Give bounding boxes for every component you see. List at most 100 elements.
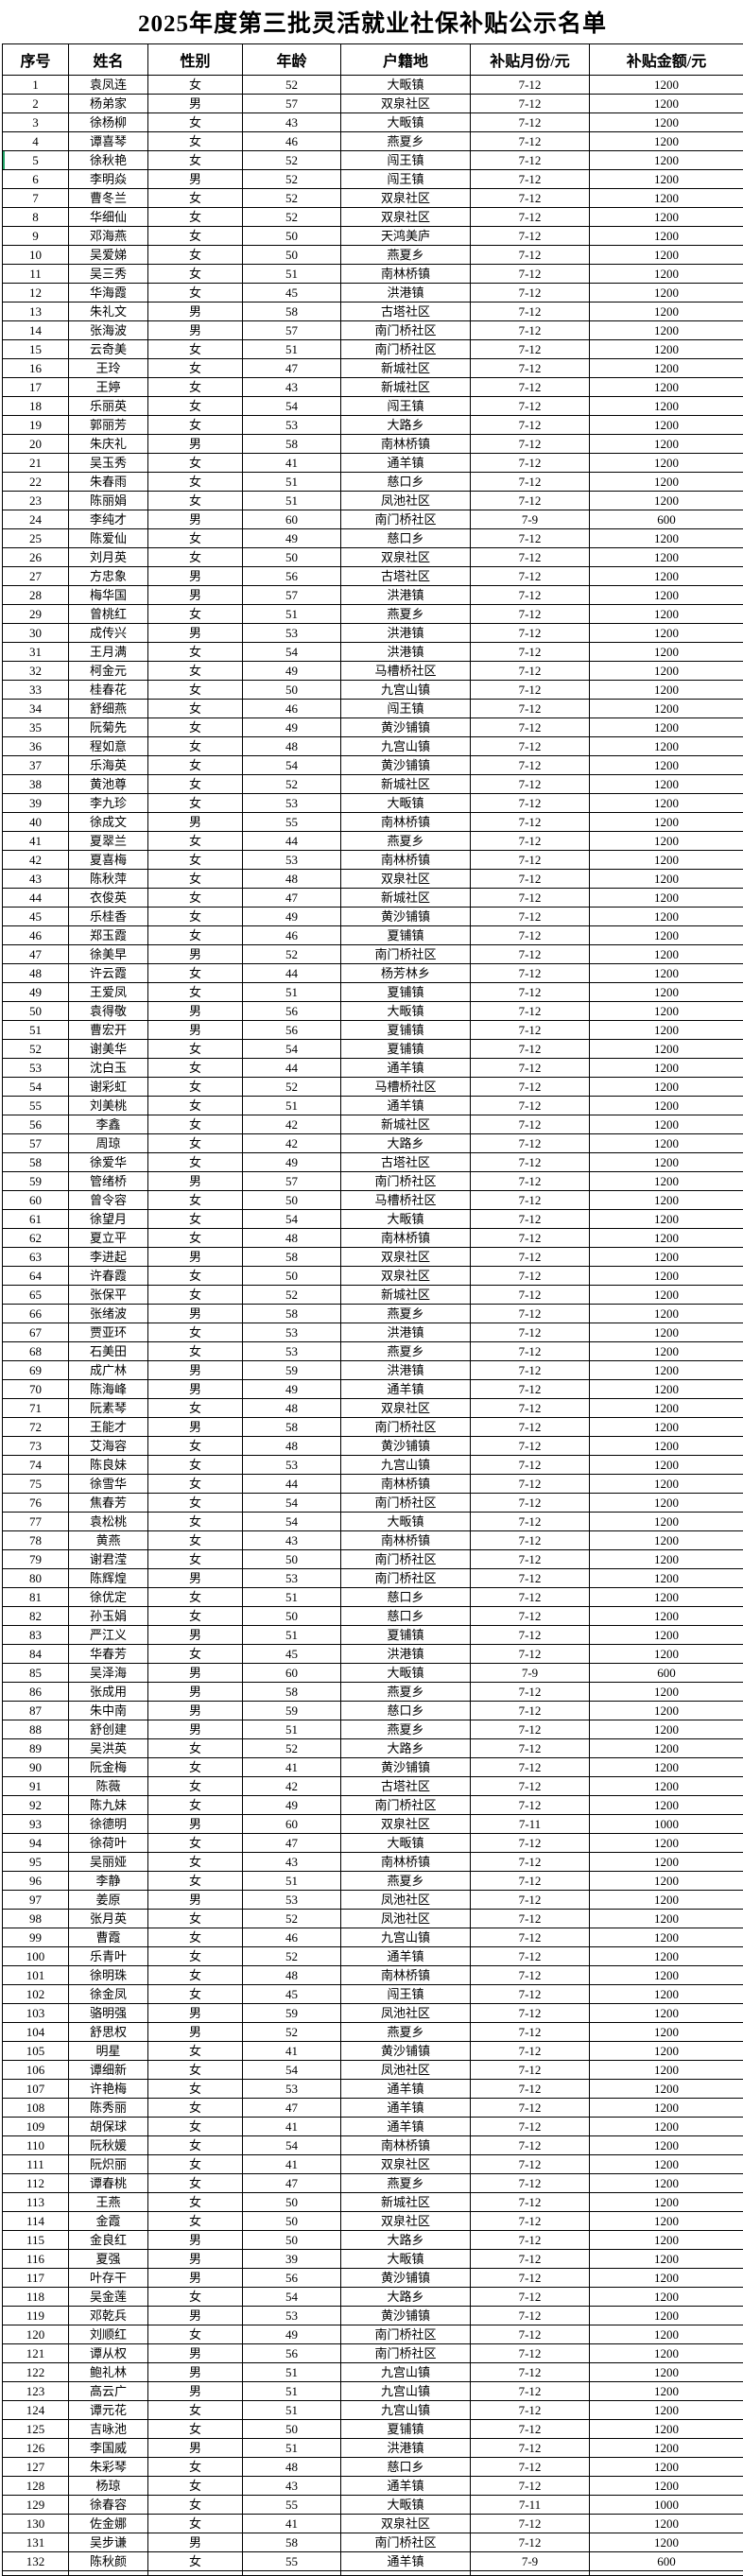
cell-index[interactable]: 122 [2,2362,69,2382]
cell-amount[interactable]: 1200 [589,1436,743,1456]
cell-name[interactable]: 谭喜琴 [68,131,148,151]
cell-age[interactable]: 56 [242,2268,341,2288]
cell-residence[interactable]: 闯王镇 [340,396,471,416]
cell-amount[interactable]: 1200 [589,661,743,681]
cell-residence[interactable]: 通羊镇 [340,453,471,473]
cell-gender[interactable]: 女 [147,869,243,889]
cell-residence[interactable]: 南门桥社区 [340,1417,471,1437]
cell-name[interactable]: 乐桂香 [68,907,148,926]
cell-age[interactable]: 50 [242,245,341,265]
cell-age[interactable]: 42 [242,1115,341,1134]
cell-months[interactable]: 7-12 [470,245,590,265]
cell-months[interactable]: 7-12 [470,2287,590,2307]
cell-age[interactable]: 48 [242,1436,341,1456]
cell-age[interactable]: 53 [242,2079,341,2099]
cell-residence[interactable]: 燕夏乡 [340,604,471,624]
cell-months[interactable]: 7-12 [470,2268,590,2288]
cell-residence[interactable]: 通羊镇 [340,2117,471,2136]
cell-gender[interactable]: 男 [147,2533,243,2552]
cell-residence[interactable]: 凤池社区 [340,2060,471,2080]
cell-age[interactable]: 53 [242,793,341,813]
cell-name[interactable]: 黄池尊 [68,774,148,794]
cell-months[interactable]: 7-12 [470,1946,590,1966]
cell-age[interactable]: 52 [242,1285,341,1305]
cell-name[interactable]: 徐荷叶 [68,1833,148,1853]
cell-gender[interactable]: 男 [147,320,243,340]
cell-index[interactable]: 62 [2,1228,69,1248]
cell-amount[interactable]: 1200 [589,1360,743,1380]
cell-gender[interactable]: 女 [147,339,243,359]
cell-index[interactable]: 77 [2,1512,69,1531]
cell-name[interactable]: 吉咏池 [68,2419,148,2439]
cell-months[interactable]: 7-12 [470,1152,590,1172]
cell-name[interactable]: 谢美华 [68,1039,148,1059]
cell-index[interactable]: 99 [2,1928,69,1947]
cell-months[interactable]: 7-12 [470,623,590,643]
cell-age[interactable]: 44 [242,1058,341,1078]
cell-residence[interactable]: 马槽桥社区 [340,1077,471,1097]
cell-amount[interactable]: 1200 [589,396,743,416]
cell-index[interactable]: 102 [2,1984,69,2004]
cell-age[interactable]: 48 [242,2457,341,2477]
cell-amount[interactable]: 1200 [589,1304,743,1323]
cell-name[interactable]: 王月满 [68,642,148,662]
cell-index[interactable]: 54 [2,1077,69,1097]
cell-months[interactable]: 7-12 [470,453,590,473]
cell-gender[interactable]: 女 [147,2098,243,2118]
cell-age[interactable]: 42 [242,1133,341,1153]
cell-residence[interactable]: 黄沙铺镇 [340,2306,471,2325]
cell-gender[interactable]: 女 [147,793,243,813]
cell-gender[interactable]: 女 [147,1757,243,1777]
cell-age[interactable]: 57 [242,585,341,605]
cell-residence[interactable]: 大畈镇 [340,75,471,95]
cell-gender[interactable]: 女 [147,2173,243,2193]
cell-name[interactable]: 高云广 [68,2381,148,2401]
cell-index[interactable]: 52 [2,1039,69,1059]
cell-residence[interactable]: 夏铺镇 [340,925,471,945]
cell-months[interactable]: 7-12 [470,2135,590,2155]
cell-amount[interactable]: 1200 [589,812,743,832]
cell-gender[interactable]: 男 [147,302,243,321]
cell-gender[interactable]: 女 [147,1436,243,1456]
cell-index[interactable]: 46 [2,925,69,945]
cell-age[interactable]: 54 [242,642,341,662]
cell-index[interactable]: 119 [2,2306,69,2325]
cell-gender[interactable]: 女 [147,925,243,945]
cell-index[interactable]: 2 [2,94,69,113]
cell-name[interactable]: 谭春桃 [68,2173,148,2193]
cell-amount[interactable]: 1200 [589,150,743,170]
cell-age[interactable]: 51 [242,982,341,1002]
cell-residence[interactable]: 双泉社区 [340,188,471,208]
cell-amount[interactable]: 1200 [589,245,743,265]
cell-name[interactable]: 陈丽娟 [68,491,148,510]
cell-months[interactable]: 7-12 [470,1341,590,1361]
cell-amount[interactable]: 1200 [589,1682,743,1702]
cell-amount[interactable]: 1200 [589,358,743,378]
cell-age[interactable]: 52 [242,944,341,964]
cell-amount[interactable]: 600 [589,510,743,529]
cell-name[interactable]: 曹冬兰 [68,188,148,208]
cell-residence[interactable]: 南门桥社区 [340,1568,471,1588]
cell-months[interactable]: 7-12 [470,2306,590,2325]
cell-amount[interactable]: 1200 [589,1285,743,1305]
cell-gender[interactable]: 女 [147,736,243,756]
cell-index[interactable]: 35 [2,717,69,737]
cell-index[interactable]: 38 [2,774,69,794]
cell-months[interactable]: 7-9 [470,510,590,529]
cell-months[interactable]: 7-12 [470,1247,590,1267]
cell-name[interactable]: 徐金凤 [68,1984,148,2004]
cell-name[interactable]: 鲍礼林 [68,2362,148,2382]
cell-amount[interactable]: 1200 [589,75,743,95]
cell-gender[interactable]: 女 [147,415,243,435]
cell-residence[interactable]: 南林桥镇 [340,264,471,284]
cell-index[interactable]: 91 [2,1776,69,1796]
cell-gender[interactable]: 女 [147,1228,243,1248]
cell-amount[interactable]: 1200 [589,1852,743,1872]
cell-name[interactable]: 徐明珠 [68,1965,148,1985]
cell-age[interactable]: 50 [242,680,341,700]
cell-gender[interactable]: 女 [147,2079,243,2099]
cell-index[interactable]: 22 [2,472,69,492]
cell-age[interactable]: 51 [242,1720,341,1739]
cell-gender[interactable]: 男 [147,1720,243,1739]
cell-months[interactable]: 7-12 [470,528,590,548]
